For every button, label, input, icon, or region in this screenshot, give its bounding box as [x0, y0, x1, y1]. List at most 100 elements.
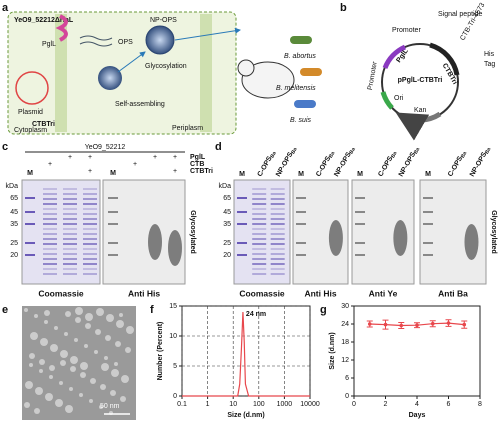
plasmid-name: pPglL-CTBTri — [398, 77, 443, 84]
y-tick-label: 6 — [345, 375, 349, 382]
protein-band — [63, 268, 77, 270]
protein-band — [63, 263, 77, 265]
marker-band — [237, 223, 247, 225]
y-axis-title: Size (d.nm) — [329, 332, 336, 369]
protein-band — [252, 228, 267, 230]
particle — [85, 323, 91, 329]
protein-band — [63, 248, 77, 250]
particle — [35, 387, 43, 395]
glycosylation-label: Glycosylation — [145, 63, 187, 70]
strain-label: YeO9_52212 — [85, 144, 126, 151]
particle — [121, 375, 129, 383]
protein-band — [43, 218, 57, 220]
marker-band — [237, 211, 247, 213]
particle — [70, 366, 76, 372]
marker-label: 45 — [223, 209, 231, 216]
particle — [101, 363, 109, 371]
protein-band — [43, 253, 57, 255]
protein-band — [63, 193, 77, 195]
protein-band — [63, 238, 77, 240]
panel-letter: f — [150, 304, 154, 316]
protein-band — [43, 248, 57, 250]
lane-name: NP-OPS — [333, 151, 353, 178]
x-tick-label: 100 — [253, 401, 265, 408]
protein-band — [83, 253, 97, 255]
particle — [110, 390, 116, 396]
blot-band — [148, 224, 162, 260]
protein-band — [83, 238, 97, 240]
particle — [95, 329, 101, 335]
protein-band — [83, 258, 97, 260]
data-point — [415, 323, 419, 328]
protein-band — [43, 198, 57, 200]
lane-label: C-OPSBa — [377, 149, 399, 178]
charts: f 0 5 10 15 0.1 1 10 100 1000 10000 Size (d.nm) Numb… — [150, 303, 482, 419]
panel-e: e 50 nm — [2, 304, 136, 420]
protein-band — [270, 268, 285, 270]
protein-band — [83, 228, 97, 230]
protein-band — [270, 258, 285, 260]
lane-subscript: Ba — [270, 151, 279, 160]
marker-band — [108, 242, 118, 244]
particle — [24, 402, 30, 408]
panel-letter: e — [2, 304, 8, 316]
particle — [60, 350, 68, 358]
marker-band — [355, 254, 365, 256]
protein-band — [63, 258, 77, 260]
outer-membrane — [200, 14, 212, 132]
marker-band — [108, 223, 118, 225]
particle — [89, 399, 93, 403]
panel-letter: g — [320, 304, 327, 316]
marker-band — [108, 197, 118, 199]
marker-band — [25, 254, 35, 256]
panel-letter: a — [2, 2, 9, 14]
data-point — [462, 322, 467, 327]
cell: + — [48, 161, 52, 168]
particle — [29, 363, 33, 367]
protein-band — [43, 188, 57, 190]
y-tick-label: 0 — [173, 393, 177, 400]
particle — [44, 310, 50, 316]
particle — [75, 307, 83, 315]
protein-band — [43, 228, 57, 230]
protein-band — [63, 253, 77, 255]
panel-b: b Promoter Signal peptide CTB-Tri-4573 H… — [340, 2, 495, 141]
cell: + — [88, 168, 92, 175]
protein-band — [270, 228, 285, 230]
protein-band — [270, 248, 285, 250]
panels-c-d: c d YeO9_52212 Glycosylated Glycosylated… — [2, 141, 497, 298]
marker-band — [237, 197, 247, 199]
x-axis-title: Days — [409, 412, 426, 419]
marker-band — [296, 242, 306, 244]
protein-band — [83, 193, 97, 195]
particle — [115, 341, 121, 347]
particle — [111, 369, 119, 377]
particle — [30, 332, 38, 340]
protein-band — [43, 223, 57, 225]
particle — [60, 360, 66, 366]
gel — [21, 179, 101, 285]
protein-band — [43, 263, 57, 265]
protein-band — [252, 233, 267, 235]
protein-band — [43, 193, 57, 195]
particle — [70, 356, 78, 364]
marker-band — [237, 254, 247, 256]
protein-band — [252, 248, 267, 250]
protein-band — [270, 243, 285, 245]
y-tick-label: 15 — [169, 303, 177, 310]
particle — [34, 314, 38, 318]
particle — [74, 338, 78, 342]
marker-band — [423, 211, 433, 213]
particle — [105, 335, 111, 341]
pglL-protein — [55, 14, 68, 42]
protein-band — [252, 218, 267, 220]
y-tick-label: 24 — [341, 321, 349, 328]
data-point — [367, 322, 372, 326]
side-label: Glycosylated — [189, 210, 196, 254]
protein-band — [83, 268, 97, 270]
protein-band — [270, 208, 285, 210]
particle — [40, 338, 48, 346]
marker-band — [25, 242, 35, 244]
y-tick-label: 0 — [345, 393, 349, 400]
particle — [50, 344, 58, 352]
